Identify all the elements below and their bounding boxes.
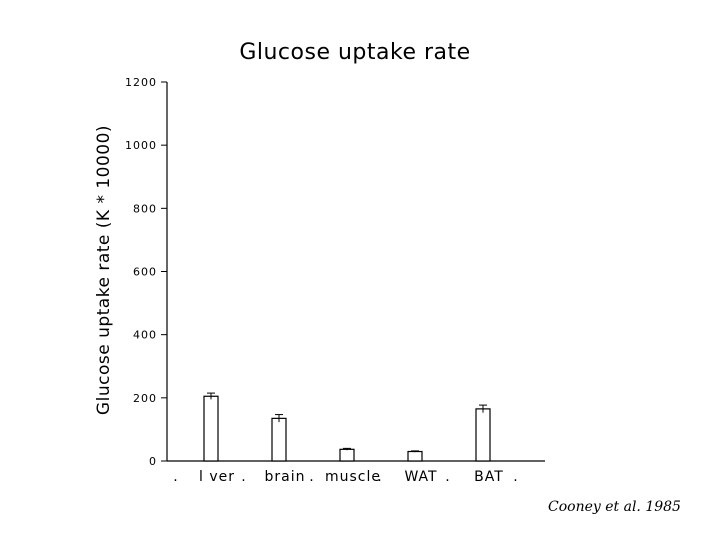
- bar: [271, 417, 287, 462]
- axes: [161, 81, 545, 462]
- x-separator-label: .: [241, 469, 246, 485]
- labels: 0 200 400 600 800 1000 1200..... . l ver brain mus…: [125, 76, 518, 485]
- x-category-label: l ver: [199, 469, 235, 485]
- x-category-label: muscle: [325, 469, 381, 485]
- y-tick-label: 1200: [125, 76, 157, 89]
- y-tick-label: 800: [133, 202, 157, 215]
- chart-title: Glucose uptake rate: [239, 40, 471, 65]
- x-category-label: brain: [265, 469, 306, 485]
- x-separator-label: .: [309, 469, 314, 485]
- y-tick-label: 1000: [125, 139, 157, 152]
- bar: [339, 448, 355, 462]
- x-separator-label: .: [513, 469, 518, 485]
- bar: [407, 450, 423, 462]
- x-separator-label: .: [377, 469, 382, 485]
- y-tick-label: 600: [133, 266, 157, 279]
- x-category-label: WAT: [404, 469, 437, 485]
- x-separator-label: .: [445, 469, 450, 485]
- bars: [203, 392, 491, 462]
- y-tick-label: 0: [149, 455, 157, 468]
- citation: Cooney et al. 1985: [548, 499, 681, 515]
- y-tick-label: 400: [133, 329, 157, 342]
- bar: [475, 408, 491, 462]
- x-separator-label: .: [173, 469, 178, 485]
- x-category-label: BAT: [474, 469, 504, 485]
- bar: [203, 395, 219, 462]
- y-tick-label: 200: [133, 392, 157, 405]
- y-axis-label: Glucose uptake rate (K * 10000): [94, 125, 114, 415]
